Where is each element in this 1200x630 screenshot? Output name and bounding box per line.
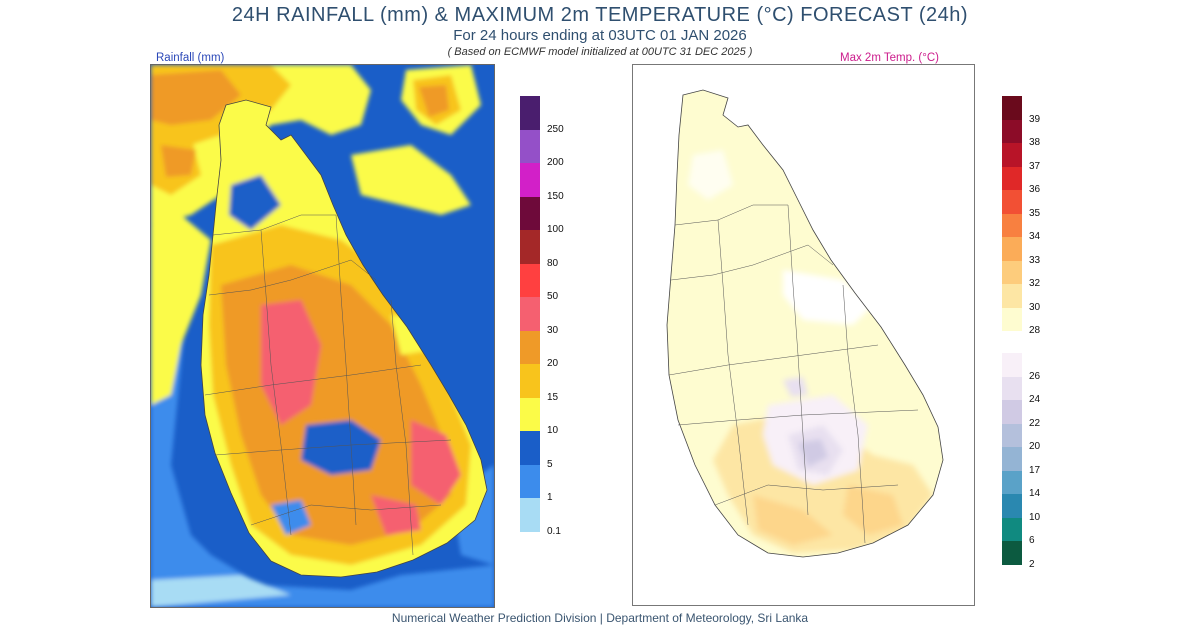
legend-swatch: [520, 297, 540, 331]
legend-swatch: [520, 96, 540, 130]
legend-swatch: [520, 163, 540, 197]
model-note: ( Based on ECMWF model initialized at 00…: [447, 46, 753, 58]
legend-swatch: [520, 431, 540, 465]
rainfall-map: [150, 64, 495, 608]
legend-swatch: [1002, 494, 1022, 518]
legend-label: 17: [1029, 464, 1041, 476]
legend-swatch: [1002, 260, 1022, 284]
chart-title: 24H RAINFALL (mm) & MAXIMUM 2m TEMPERATU…: [231, 4, 969, 26]
legend-label: 5: [547, 458, 553, 470]
temperature-map: [632, 64, 975, 606]
legend-label: 20: [1029, 441, 1041, 452]
legend-swatch: [1002, 190, 1022, 214]
legend-swatch: [1002, 237, 1022, 261]
legend-swatch: [520, 230, 540, 264]
legend-swatch: [520, 498, 540, 532]
footer-credit: Numerical Weather Prediction Division | …: [391, 611, 809, 625]
legend-label: 14: [1029, 488, 1041, 499]
rainfall-legend: 250 200 150 100 80 50 30 20 15 10 5 1 0.1: [520, 96, 580, 537]
legend-swatch: [1002, 447, 1022, 471]
legend-label: 200: [547, 157, 564, 168]
forecast-period: For 24 hours ending at 03UTC 01 JAN 2026: [453, 27, 747, 44]
legend-label: 36: [1029, 184, 1041, 195]
rainfall-map-label: Rainfall (mm): [156, 52, 225, 64]
legend-label: 0.1: [547, 525, 561, 537]
legend-label: 30: [547, 324, 559, 336]
rainfall-map-svg: [151, 65, 494, 607]
legend-swatch: [520, 263, 540, 297]
legend-swatch: [520, 464, 540, 498]
legend-label: 32: [1029, 278, 1041, 289]
legend-label: 26: [1029, 370, 1041, 382]
legend-label: 15: [547, 391, 559, 403]
legend-label: 34: [1029, 231, 1041, 242]
legend-label: 22: [1029, 417, 1041, 429]
legend-swatch: [520, 330, 540, 364]
legend-swatch: [520, 196, 540, 230]
legend-swatch: [1002, 541, 1022, 565]
temperature-map-label: Max 2m Temp. (°C): [840, 52, 939, 64]
legend-label: 1: [547, 492, 553, 503]
legend-label: 37: [1029, 160, 1041, 172]
legend-label: 150: [547, 190, 564, 202]
legend-label: 250: [547, 123, 564, 135]
temperature-legend: 39 38 37 36 35 34 33 32 30 28 26 24 22 20 17 14 10 6 2: [1002, 96, 1062, 570]
legend-label: 35: [1029, 207, 1041, 219]
legend-swatch: [1002, 400, 1022, 424]
legend-label: 10: [547, 425, 559, 436]
legend-label: 30: [1029, 301, 1041, 313]
legend-swatch: [1002, 119, 1022, 143]
legend-label: 2: [1029, 558, 1035, 570]
legend-label: 20: [547, 358, 559, 369]
legend-swatch: [1002, 307, 1022, 331]
legend-swatch: [1002, 353, 1022, 377]
legend-label: 24: [1029, 394, 1041, 405]
legend-swatch: [1002, 96, 1022, 120]
legend-label: 50: [547, 291, 559, 302]
legend-label: 6: [1029, 535, 1035, 546]
legend-swatch: [520, 129, 540, 163]
legend-swatch: [1002, 213, 1022, 237]
legend-swatch: [520, 397, 540, 431]
legend-label: 33: [1029, 254, 1041, 266]
legend-swatch: [1002, 284, 1022, 308]
legend-label: 100: [547, 224, 564, 235]
legend-swatch: [1002, 470, 1022, 494]
legend-label: 38: [1029, 137, 1041, 148]
legend-swatch: [1002, 517, 1022, 541]
legend-swatch: [520, 364, 540, 398]
legend-swatch: [1002, 423, 1022, 447]
temperature-map-svg: [666, 89, 944, 558]
legend-label: 28: [1029, 325, 1041, 336]
legend-swatch: [1002, 166, 1022, 190]
legend-label: 80: [547, 257, 559, 269]
legend-swatch: [1002, 143, 1022, 167]
legend-label: 39: [1029, 113, 1041, 125]
legend-label: 10: [1029, 511, 1041, 523]
legend-swatch: [1002, 376, 1022, 400]
